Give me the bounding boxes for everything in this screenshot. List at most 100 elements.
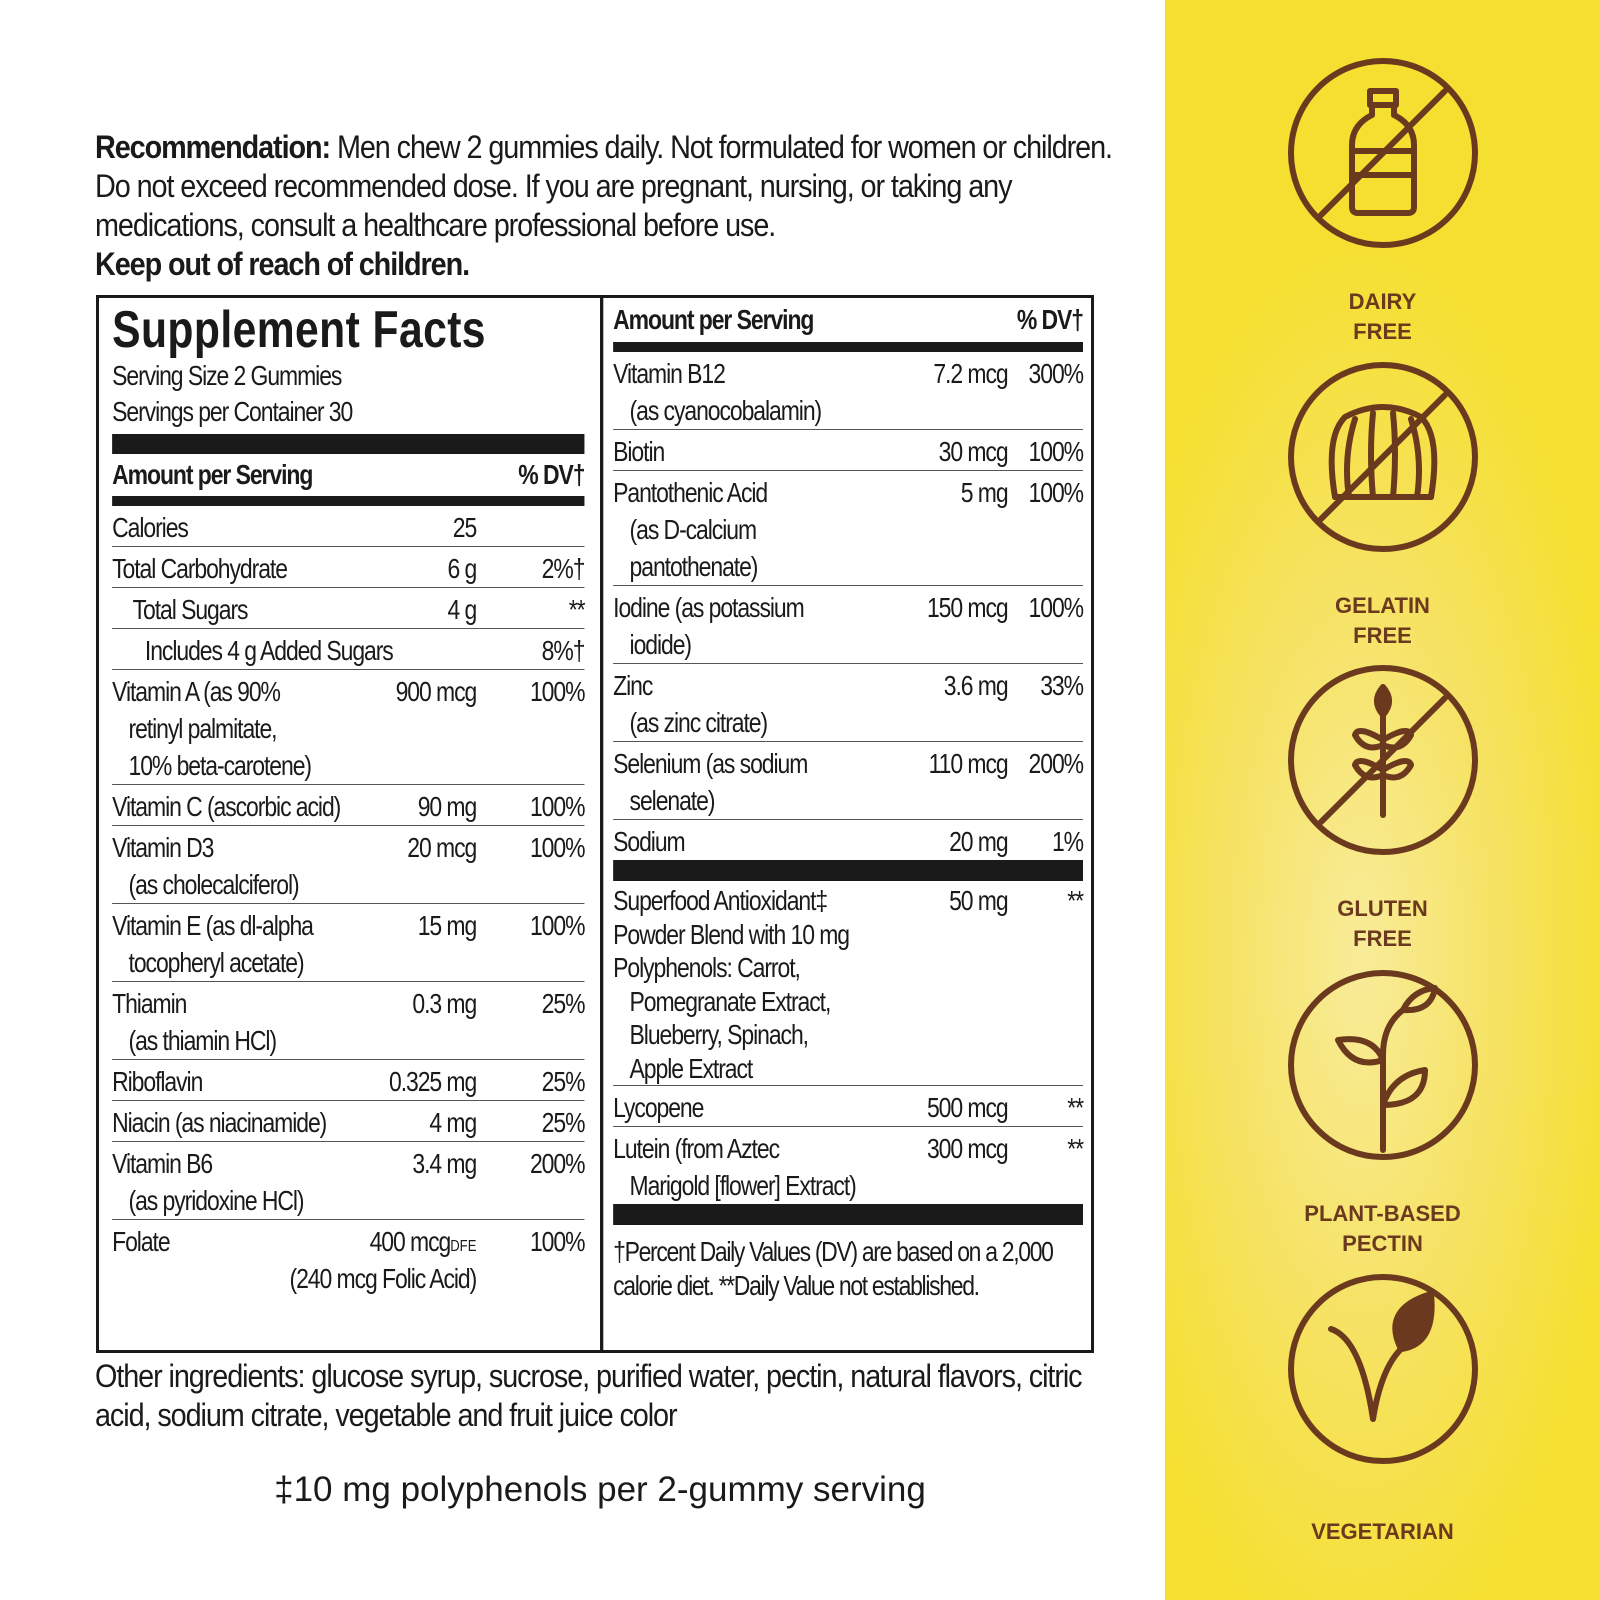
nutrient-dv: 200% bbox=[1028, 748, 1085, 779]
nutrient-dv: 25% bbox=[541, 1107, 586, 1138]
nutrient-name: Total Carbohydrate bbox=[112, 550, 369, 587]
nutrient-amount: 5 mg bbox=[909, 474, 1009, 585]
amount-value: 300 mcg bbox=[926, 1133, 1009, 1164]
nutrient-amount: 3.6 mg bbox=[909, 667, 1009, 741]
nutrient-name: Biotin bbox=[613, 433, 909, 470]
badge-label: PLANT-BASED PECTIN bbox=[1165, 1199, 1600, 1259]
amount-value: 500 mcg bbox=[926, 1092, 1009, 1123]
badge-gelatin: GELATIN FREE bbox=[1165, 359, 1600, 651]
nutrient-name-line: tocopheryl acetate) bbox=[128, 947, 305, 978]
nutrient-dv: 100% bbox=[529, 1226, 586, 1257]
nutrient-name: Selenium (as sodium selenate) bbox=[613, 745, 909, 819]
badge-label-line1: VEGETARIAN bbox=[1311, 1519, 1454, 1544]
nutrient-amount: 50 mg bbox=[909, 884, 1009, 1085]
badge-label-line2: PECTIN bbox=[1342, 1231, 1423, 1256]
amount-header: Amount per Serving bbox=[613, 304, 814, 335]
badge-label: VEGETARIAN bbox=[1165, 1517, 1600, 1547]
nutrient-name-line: Polyphenols: Carrot, bbox=[613, 952, 801, 983]
amount-value: 6 g bbox=[447, 553, 477, 584]
right-nutrient-list: Vitamin B12 (as cyanocobalamin) 7.2 mcg 300… bbox=[613, 352, 1085, 1225]
dv-header: % DV† bbox=[1016, 304, 1084, 335]
nutrient-amount: 4 mg bbox=[370, 1104, 477, 1141]
nutrient-name-line: Marigold [flower] Extract) bbox=[629, 1170, 857, 1201]
nutrient-amount: 4 g bbox=[370, 591, 477, 628]
nutrient-amount: 20 mg bbox=[909, 823, 1009, 860]
nutrient-name-line: (as D-calcium bbox=[629, 514, 758, 545]
nutrient-name-line: Biotin bbox=[613, 436, 665, 467]
amount-value: 25 bbox=[452, 512, 477, 543]
nutrient-row: Superfood Antioxidant‡ Powder Blend with … bbox=[613, 881, 1084, 1086]
nutrient-name-line: Sodium bbox=[613, 826, 686, 857]
nutrient-dv: 33% bbox=[1040, 670, 1084, 701]
dv-footnote: †Percent Daily Values (DV) are based on … bbox=[613, 1236, 1054, 1301]
amount-header-row: Amount per Serving % DV† bbox=[112, 454, 585, 496]
nutrient-row: Total Sugars 4 g ** bbox=[112, 588, 586, 629]
badge-label-line2: FREE bbox=[1353, 319, 1412, 344]
badge-label: GELATIN FREE bbox=[1165, 591, 1600, 651]
no-dairy-icon bbox=[1287, 58, 1478, 248]
serving-size: Serving Size 2 Gummies bbox=[112, 360, 342, 391]
amount-value: 3.4 mg bbox=[412, 1148, 477, 1179]
dv-header: % DV† bbox=[518, 459, 585, 490]
nutrient-amount: 300 mcg bbox=[909, 1130, 1009, 1204]
nutrient-name: Vitamin B6 (as pyridoxine HCl) bbox=[112, 1145, 369, 1219]
nutrient-name: Zinc (as zinc citrate) bbox=[613, 667, 909, 741]
badge-label-line1: GLUTEN bbox=[1337, 896, 1428, 921]
nutrient-amount: 15 mg bbox=[370, 907, 478, 981]
nutrient-name-line: Total Carbohydrate bbox=[112, 553, 288, 584]
nutrient-name-line: (as zinc citrate) bbox=[629, 707, 769, 738]
nutrient-name-line: Calories bbox=[112, 512, 189, 543]
nutrient-row: Pantothenic Acid (as D-calcium pantothenat… bbox=[613, 471, 1084, 586]
nutrient-row: Lycopene 500 mcg ** bbox=[613, 1086, 1084, 1127]
nutrient-name: Lutein (from Aztec Marigold [flower] Extr… bbox=[613, 1130, 909, 1204]
nutrient-amount: 500 mcg bbox=[909, 1089, 1009, 1126]
nutrient-amount: 400 mcgDFE (240 mcg Folic Acid) bbox=[290, 1223, 478, 1294]
amount-value: 0.325 mg bbox=[388, 1066, 477, 1097]
nutrient-name-line: Apple Extract bbox=[629, 1052, 754, 1084]
nutrient-name-line: Lycopene bbox=[613, 1092, 704, 1123]
amount-header-row: Amount per Serving % DV† bbox=[613, 298, 1084, 342]
nutrient-name-line: Lutein (from Aztec bbox=[613, 1133, 780, 1164]
nutrient-name: Vitamin C (ascorbic acid) bbox=[112, 788, 369, 825]
amount-value: 50 mg bbox=[949, 885, 1009, 916]
medium-divider bbox=[112, 496, 585, 506]
supplement-facts-content: Supplement Facts Serving Size 2 Gummies … bbox=[99, 298, 1091, 1350]
nutrient-amount: 30 mcg bbox=[909, 433, 1009, 470]
nutrient-name: Sodium bbox=[613, 823, 909, 860]
nutrient-name-line: Folate bbox=[112, 1226, 170, 1257]
nutrient-row: Biotin 30 mcg 100% bbox=[613, 430, 1084, 471]
nutrient-row: Lutein (from Aztec Marigold [flower] Extr… bbox=[613, 1127, 1084, 1204]
amount-value: 4 mg bbox=[429, 1107, 477, 1138]
nutrient-row: Includes 4 g Added Sugars 8%† bbox=[112, 629, 586, 670]
nutrient-dv: 100% bbox=[529, 676, 586, 707]
recommendation-label: Recommendation: bbox=[95, 129, 331, 165]
amount-value: 150 mcg bbox=[926, 592, 1009, 623]
nutrient-name-line: Pantothenic Acid bbox=[613, 477, 768, 508]
badge-label: GLUTEN FREE bbox=[1165, 894, 1600, 954]
no-gelatin-icon bbox=[1287, 362, 1478, 552]
nutrient-row: Vitamin B6 (as pyridoxine HCl) 3.4 mg 200% bbox=[112, 1142, 586, 1220]
nutrient-name-line: Vitamin C (ascorbic acid) bbox=[112, 791, 341, 822]
no-gluten-icon bbox=[1287, 665, 1478, 855]
nutrient-name: Vitamin B12 (as cyanocobalamin) bbox=[613, 355, 909, 429]
nutrient-name: Pantothenic Acid (as D-calcium pantothenat… bbox=[613, 474, 909, 585]
badge-label-line1: GELATIN bbox=[1335, 593, 1430, 618]
other-ingredients: Other ingredients: glucose syrup, sucros… bbox=[95, 1358, 1083, 1433]
nutrient-name-line: Total Sugars bbox=[132, 594, 249, 625]
nutrient-dv: 1% bbox=[1051, 826, 1084, 857]
nutrient-name: Niacin (as niacinamide) bbox=[112, 1104, 369, 1141]
nutrient-name-line: Pomegranate Extract, bbox=[629, 985, 832, 1017]
nutrient-name: Folate bbox=[112, 1223, 369, 1265]
nutrient-row: Vitamin A (as 90% retinyl palmitate, 10% b… bbox=[112, 670, 586, 785]
nutrient-amount: 7.2 mcg bbox=[909, 355, 1008, 429]
badge-label-line2: FREE bbox=[1353, 623, 1412, 648]
nutrient-row: Selenium (as sodium selenate) 110 mcg 200% bbox=[613, 742, 1085, 820]
nutrient-name-line: Zinc bbox=[613, 670, 653, 701]
nutrient-dv: 100% bbox=[529, 832, 586, 863]
thick-divider bbox=[112, 434, 585, 454]
nutrient-amount: 0.325 mg bbox=[370, 1063, 477, 1100]
nutrient-name: Vitamin A (as 90% retinyl palmitate, 10% b… bbox=[112, 673, 369, 784]
nutrient-name-line: Iodine (as potassium bbox=[613, 592, 805, 623]
nutrient-name-line: Vitamin D3 bbox=[112, 832, 214, 863]
nutrient-row: Folate 400 mcgDFE (240 mcg Folic Acid) 100% bbox=[112, 1220, 586, 1302]
